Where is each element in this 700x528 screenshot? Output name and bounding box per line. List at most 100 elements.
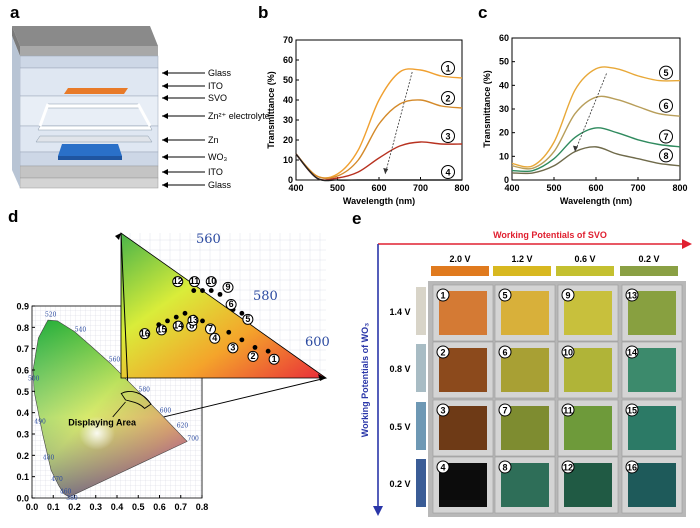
x-axis-label: Wavelength (nm) bbox=[560, 196, 632, 206]
y-tick-label: 0.3 bbox=[16, 430, 29, 440]
photo-marker-13 bbox=[625, 288, 639, 302]
col-color-swatch bbox=[556, 266, 614, 276]
point-label-2: 2 bbox=[250, 351, 255, 361]
series-label-6: 6 bbox=[663, 101, 668, 111]
x-tick-label: 600 bbox=[371, 183, 386, 193]
y-tick-label: 0.6 bbox=[16, 366, 29, 376]
y-tick-label: 20 bbox=[499, 128, 509, 138]
wavelength-label: 380 bbox=[66, 495, 78, 502]
color-point-7 bbox=[200, 318, 205, 324]
photo-marker-14 bbox=[625, 345, 639, 359]
series-line-7 bbox=[511, 127, 681, 173]
color-point-3 bbox=[239, 337, 245, 343]
series-line-5 bbox=[511, 66, 681, 168]
panel-label-a: a bbox=[10, 3, 20, 22]
layer-label: SVO bbox=[208, 93, 227, 103]
photo-label-16: 16 bbox=[627, 463, 637, 473]
y-tick-label: 0.4 bbox=[16, 408, 29, 418]
row-color-swatch bbox=[416, 459, 426, 507]
layer-label: ITO bbox=[208, 81, 223, 91]
point-marker-9 bbox=[222, 281, 234, 293]
wavelength-label: 520 bbox=[45, 312, 57, 319]
x-tick-label: 500 bbox=[546, 183, 561, 193]
color-point-11 bbox=[200, 288, 205, 293]
inset-wavelength-label: 600 bbox=[305, 335, 330, 350]
wavelength-label: 600 bbox=[160, 408, 172, 415]
col-label: 2.0 V bbox=[449, 254, 470, 264]
series-marker-3 bbox=[441, 129, 455, 143]
photo-label-13: 13 bbox=[627, 291, 637, 301]
col-color-swatch bbox=[431, 266, 489, 276]
photo-marker-1 bbox=[436, 288, 450, 302]
series-marker-5 bbox=[659, 65, 673, 80]
point-label-1: 1 bbox=[272, 354, 277, 364]
color-point-14 bbox=[173, 314, 179, 320]
photo-marker-6 bbox=[498, 345, 512, 359]
x-tick-label: 0.1 bbox=[47, 502, 60, 512]
point-label-10: 10 bbox=[206, 276, 216, 286]
series-marker-6 bbox=[659, 98, 673, 113]
x-tick-label: 0.2 bbox=[68, 502, 81, 512]
color-point-1 bbox=[265, 348, 271, 354]
series-line-2 bbox=[295, 99, 463, 180]
y-tick-label: 60 bbox=[499, 33, 509, 43]
series-line-6 bbox=[511, 95, 681, 170]
x-tick-label: 800 bbox=[454, 183, 469, 193]
photo-marker-16 bbox=[625, 460, 639, 474]
photo-label-5: 5 bbox=[502, 291, 507, 301]
y-tick-label: 0 bbox=[504, 175, 509, 185]
series-label-5: 5 bbox=[663, 68, 668, 78]
inset-wavelength-label: 580 bbox=[253, 289, 278, 304]
row-color-swatch bbox=[416, 287, 426, 335]
row-axis-arrowhead bbox=[373, 506, 383, 516]
col-label: 0.2 V bbox=[638, 254, 659, 264]
trend-arrow bbox=[574, 73, 607, 152]
photo-grid-panel: Working Potentials of SVO Working Potenti… bbox=[360, 230, 692, 517]
point-label-14: 14 bbox=[173, 321, 183, 331]
trend-arrow-head bbox=[383, 168, 389, 174]
layer-label: ITO bbox=[208, 167, 223, 177]
photo-label-1: 1 bbox=[440, 291, 445, 301]
y-tick-label: 0.2 bbox=[16, 451, 29, 461]
plot-frame bbox=[295, 39, 463, 181]
y-tick-label: 50 bbox=[283, 75, 293, 85]
panel-label-d: d bbox=[8, 207, 18, 226]
x-tick-label: 0.3 bbox=[89, 502, 102, 512]
point-marker-16 bbox=[139, 328, 151, 340]
x-tick-label: 500 bbox=[330, 183, 345, 193]
layer-label: WO₃ bbox=[208, 152, 227, 162]
y-tick-label: 0.0 bbox=[16, 494, 29, 504]
col-color-swatch bbox=[620, 266, 678, 276]
col-axis-arrowhead bbox=[682, 239, 692, 249]
photo-label-2: 2 bbox=[440, 348, 445, 358]
wavelength-label: 700 bbox=[187, 435, 199, 442]
x-tick-label: 0.6 bbox=[153, 502, 166, 512]
panel-label-b: b bbox=[258, 3, 268, 22]
photo-marker-8 bbox=[498, 460, 512, 474]
series-marker-1 bbox=[441, 61, 455, 75]
point-label-12: 12 bbox=[173, 276, 183, 286]
series-marker-8 bbox=[659, 148, 673, 163]
wavelength-label: 620 bbox=[177, 423, 189, 430]
x-tick-label: 800 bbox=[672, 183, 687, 193]
series-label-2: 2 bbox=[445, 94, 450, 104]
photo-marker-10 bbox=[561, 345, 575, 359]
panel-label-c: c bbox=[478, 3, 487, 22]
photo-label-15: 15 bbox=[627, 406, 637, 416]
y-tick-label: 40 bbox=[283, 95, 293, 105]
series-label-8: 8 bbox=[663, 151, 668, 161]
y-tick-label: 0.8 bbox=[16, 323, 29, 333]
photo-marker-7 bbox=[498, 403, 512, 417]
trend-arrow-head bbox=[573, 145, 578, 152]
col-color-swatch bbox=[493, 266, 551, 276]
cie-white-point bbox=[70, 399, 130, 456]
wavelength-label: 560 bbox=[109, 356, 121, 363]
y-tick-label: 50 bbox=[499, 57, 509, 67]
zoom-connector bbox=[163, 377, 327, 418]
point-marker-12 bbox=[172, 276, 184, 288]
point-label-8: 8 bbox=[189, 321, 194, 331]
y-tick-label: 70 bbox=[283, 35, 293, 45]
layer-label: Glass bbox=[208, 180, 232, 190]
wavelength-label: 490 bbox=[34, 418, 46, 425]
